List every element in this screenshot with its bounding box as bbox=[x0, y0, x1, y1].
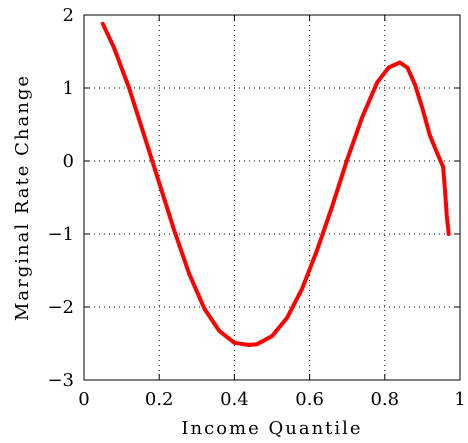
y-tick-label: −2 bbox=[47, 297, 74, 318]
y-axis-label: Marginal Rate Change bbox=[12, 74, 33, 321]
plot-frame bbox=[83, 14, 461, 381]
y-tick-label: 2 bbox=[63, 5, 74, 26]
x-tick-label: 0 bbox=[78, 389, 89, 410]
y-tick-label: −1 bbox=[47, 224, 74, 245]
x-tick-label: 0.2 bbox=[145, 389, 174, 410]
x-tick-label: 0.8 bbox=[370, 389, 399, 410]
axis-ticks bbox=[83, 14, 461, 381]
y-tick-label: 0 bbox=[63, 151, 74, 172]
grid-lines bbox=[84, 15, 460, 380]
y-tick-label: 1 bbox=[63, 78, 74, 99]
tick-labels: 0 0.2 0.4 0.6 0.8 1 2 1 0 −1 −2 −3 bbox=[47, 5, 465, 410]
x-tick-label: 0.4 bbox=[220, 389, 249, 410]
x-tick-label: 0.6 bbox=[295, 389, 324, 410]
y-tick-label: −3 bbox=[47, 370, 74, 391]
series-line bbox=[100, 21, 451, 347]
x-tick-label: 1 bbox=[454, 389, 465, 410]
x-axis-label: Income Quantile bbox=[181, 418, 362, 439]
